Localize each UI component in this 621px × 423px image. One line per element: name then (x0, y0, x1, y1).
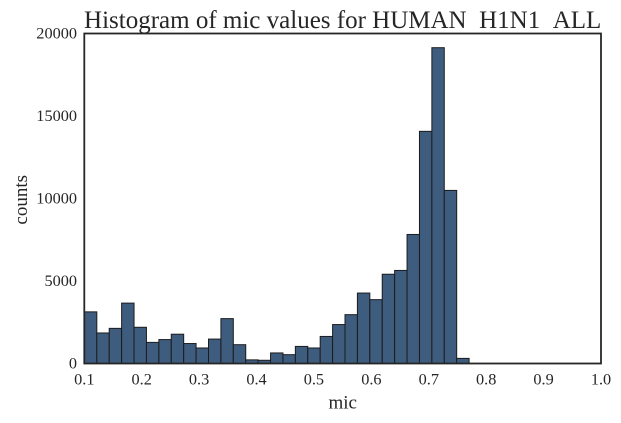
svg-text:1.0: 1.0 (591, 370, 611, 389)
svg-text:10000: 10000 (36, 188, 77, 207)
svg-text:0.6: 0.6 (361, 370, 381, 389)
svg-text:mic: mic (328, 392, 357, 413)
svg-text:counts: counts (11, 175, 32, 225)
svg-text:0.1: 0.1 (74, 370, 94, 389)
svg-text:Histogram of mic values for HU: Histogram of mic values for HUMAN H1N1 A… (84, 7, 601, 34)
svg-text:0.2: 0.2 (132, 370, 152, 389)
svg-text:5000: 5000 (44, 271, 77, 290)
svg-text:0.4: 0.4 (246, 370, 266, 389)
svg-text:0.8: 0.8 (476, 370, 496, 389)
svg-text:0.5: 0.5 (304, 370, 324, 389)
svg-text:15000: 15000 (36, 106, 77, 125)
svg-text:0.3: 0.3 (189, 370, 209, 389)
svg-text:20000: 20000 (36, 23, 77, 42)
svg-text:0.9: 0.9 (533, 370, 553, 389)
svg-text:0: 0 (69, 353, 77, 372)
svg-text:0.7: 0.7 (419, 370, 439, 389)
